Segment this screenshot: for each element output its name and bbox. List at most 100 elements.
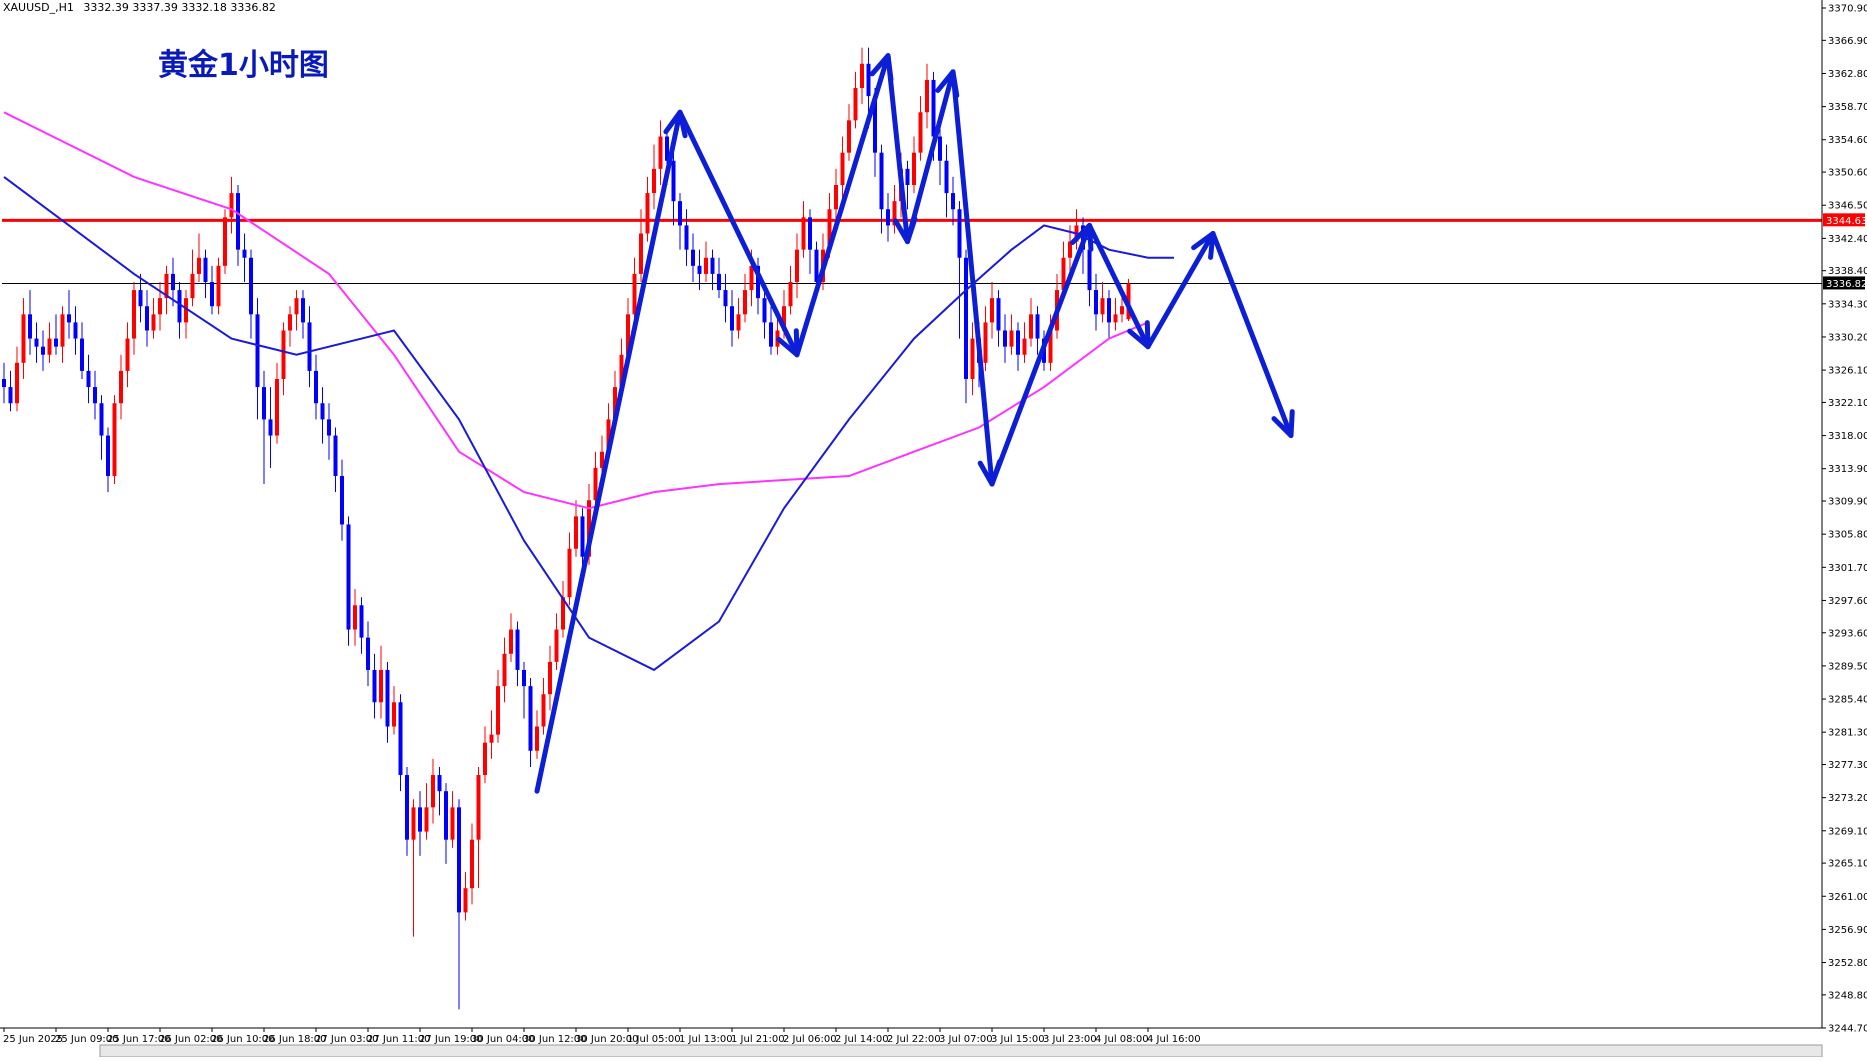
candle-body	[918, 112, 923, 153]
candle-body	[8, 387, 13, 404]
candle-body	[1009, 330, 1014, 347]
ytick-label: 3326.10	[1828, 366, 1867, 377]
candle-body	[925, 79, 929, 113]
candle-body	[47, 338, 52, 355]
candle-body	[957, 209, 962, 258]
candle-body	[509, 629, 513, 654]
candle-body	[67, 314, 71, 323]
candle-body	[795, 249, 799, 282]
ytick-label: 3334.30	[1828, 299, 1867, 310]
candle-body	[730, 306, 734, 331]
candle-body	[327, 419, 331, 436]
candle-body	[665, 136, 669, 161]
moving-average-slow	[3, 111, 1149, 510]
candle-body	[762, 298, 767, 323]
candle-body	[1107, 298, 1111, 323]
candle-body	[853, 88, 858, 121]
candle-body	[970, 338, 975, 379]
candle-body	[561, 597, 565, 630]
candle-body	[262, 387, 266, 420]
trend-arrow-head	[1271, 409, 1295, 439]
candle-body	[353, 605, 357, 630]
xtick-label: 2 Jul 06:00	[783, 1034, 837, 1045]
candle-body	[112, 403, 117, 476]
trend-arrow-shaft	[534, 109, 683, 794]
candle-body	[275, 378, 279, 436]
candle-body	[281, 330, 286, 379]
candle-body	[489, 734, 494, 743]
candle-body	[418, 807, 422, 832]
trend-arrow-shaft	[1210, 230, 1294, 439]
candle-body	[860, 63, 864, 89]
candle-body	[41, 346, 45, 355]
candle-body	[158, 298, 162, 315]
candle-body	[658, 136, 663, 169]
candle-body	[879, 152, 884, 210]
candle-body	[944, 160, 949, 194]
xtick-label: 4 Jul 16:00	[1147, 1034, 1201, 1045]
ytick-label: 3370.90	[1828, 4, 1867, 15]
candle-body	[814, 249, 819, 282]
xtick-label: 25 Jun 09:00	[55, 1034, 119, 1045]
candle-body	[424, 807, 429, 832]
candle-body	[15, 362, 19, 404]
candle-body	[268, 419, 273, 436]
candle-body	[866, 63, 871, 97]
ytick-label: 3261.00	[1828, 892, 1867, 903]
ytick-label: 3277.30	[1828, 760, 1867, 771]
candle-body	[255, 314, 260, 388]
xtick-label: 3 Jul 07:00	[939, 1034, 993, 1045]
candle-body	[639, 233, 643, 274]
candle-body	[294, 298, 299, 315]
candle-body	[288, 314, 292, 331]
candle-body	[450, 807, 455, 840]
candle-body	[496, 686, 500, 735]
ytick-label: 3256.90	[1828, 925, 1867, 936]
candle-body	[216, 265, 221, 307]
candle-body	[606, 419, 611, 452]
ytick-label: 3293.60	[1828, 628, 1867, 639]
xtick-label: 30 Jun 12:00	[523, 1034, 587, 1045]
candle-body	[990, 298, 994, 323]
candle-body	[1068, 241, 1072, 258]
candle-body	[587, 500, 591, 557]
candle-body	[1029, 314, 1033, 339]
candle-body	[1113, 314, 1118, 323]
candle-body	[652, 168, 656, 194]
xtick-label: 2 Jul 14:00	[835, 1034, 889, 1045]
ohlc-values: 3332.39 3337.39 3332.18 3336.82	[83, 1, 275, 14]
candle-body	[229, 193, 234, 218]
candle-body	[697, 265, 702, 274]
candle-body	[691, 249, 695, 266]
candle-body	[912, 152, 916, 186]
ytick-label: 3252.80	[1828, 958, 1867, 969]
candle-body	[333, 435, 338, 476]
candle-body	[366, 637, 370, 670]
candle-body	[106, 435, 110, 476]
candle-body	[301, 298, 305, 323]
current-price-label: 3336.82	[1826, 279, 1867, 290]
trend-arrow-shaft	[677, 109, 800, 358]
candle-body	[359, 605, 364, 638]
candle-body	[1035, 314, 1040, 339]
trend-arrow-shaft	[1145, 230, 1216, 350]
ytick-label: 3301.70	[1828, 563, 1867, 574]
moving-average-fast	[3, 176, 1174, 672]
candle-body	[1087, 249, 1092, 291]
candle-body	[996, 298, 1001, 331]
candle-body	[437, 775, 442, 792]
candle-body	[905, 168, 910, 186]
candle-body	[743, 290, 747, 315]
candle-body	[535, 726, 539, 751]
ytick-label: 3322.10	[1828, 398, 1867, 409]
candle-body	[203, 257, 208, 282]
candle-body	[307, 322, 312, 371]
candle-body	[54, 338, 58, 347]
candle-body	[1048, 330, 1053, 363]
candle-body	[249, 257, 253, 315]
candle-body	[197, 257, 201, 274]
candle-body	[177, 290, 182, 323]
candle-body	[242, 249, 247, 258]
candle-body	[86, 370, 91, 388]
ytick-label: 3244.70	[1828, 1024, 1867, 1035]
